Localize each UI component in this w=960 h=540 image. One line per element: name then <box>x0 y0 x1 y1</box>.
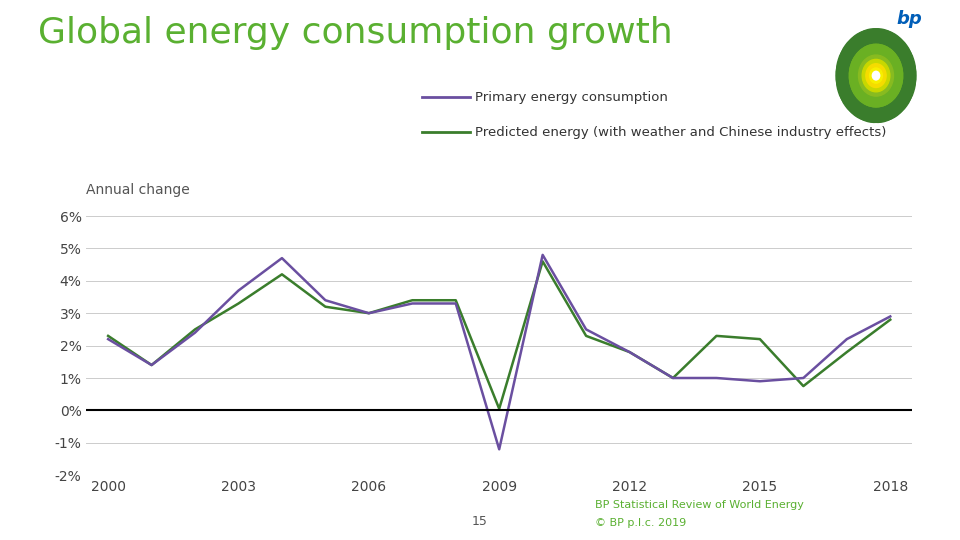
Ellipse shape <box>887 36 913 68</box>
Ellipse shape <box>887 64 902 96</box>
Ellipse shape <box>850 50 869 79</box>
Text: bp: bp <box>897 10 922 28</box>
Ellipse shape <box>887 83 913 116</box>
Ellipse shape <box>836 44 856 82</box>
Ellipse shape <box>865 101 898 123</box>
Circle shape <box>873 71 879 80</box>
Ellipse shape <box>852 46 876 71</box>
Ellipse shape <box>854 101 887 123</box>
Ellipse shape <box>876 94 906 120</box>
Ellipse shape <box>876 31 906 57</box>
Ellipse shape <box>836 70 856 107</box>
Ellipse shape <box>836 56 853 95</box>
Ellipse shape <box>850 56 865 87</box>
Ellipse shape <box>876 46 900 71</box>
Ellipse shape <box>870 44 896 64</box>
Ellipse shape <box>856 44 882 64</box>
Circle shape <box>866 64 886 87</box>
Ellipse shape <box>883 72 902 102</box>
Ellipse shape <box>870 87 896 107</box>
Ellipse shape <box>865 29 898 50</box>
Ellipse shape <box>887 56 902 87</box>
Ellipse shape <box>850 64 865 96</box>
Text: Predicted energy (with weather and Chinese industry effects): Predicted energy (with weather and Chine… <box>475 126 887 139</box>
Ellipse shape <box>846 31 876 57</box>
Ellipse shape <box>899 56 916 95</box>
Text: Annual change: Annual change <box>86 183 190 197</box>
Circle shape <box>862 59 890 92</box>
Ellipse shape <box>854 29 887 50</box>
Ellipse shape <box>896 44 916 82</box>
Ellipse shape <box>839 83 865 116</box>
Circle shape <box>870 68 882 83</box>
Ellipse shape <box>852 80 876 105</box>
Text: © BP p.l.c. 2019: © BP p.l.c. 2019 <box>595 518 686 528</box>
Ellipse shape <box>896 70 916 107</box>
Circle shape <box>858 55 894 96</box>
Text: Global energy consumption growth: Global energy consumption growth <box>38 16 673 50</box>
Ellipse shape <box>876 80 900 105</box>
Ellipse shape <box>883 50 902 79</box>
Text: BP Statistical Review of World Energy: BP Statistical Review of World Energy <box>595 500 804 510</box>
Ellipse shape <box>862 90 890 107</box>
Text: Primary energy consumption: Primary energy consumption <box>475 91 668 104</box>
Ellipse shape <box>856 87 882 107</box>
Text: 15: 15 <box>472 515 488 528</box>
Ellipse shape <box>850 72 869 102</box>
Ellipse shape <box>839 36 865 68</box>
Circle shape <box>855 51 897 100</box>
Ellipse shape <box>846 94 876 120</box>
Ellipse shape <box>862 44 890 62</box>
